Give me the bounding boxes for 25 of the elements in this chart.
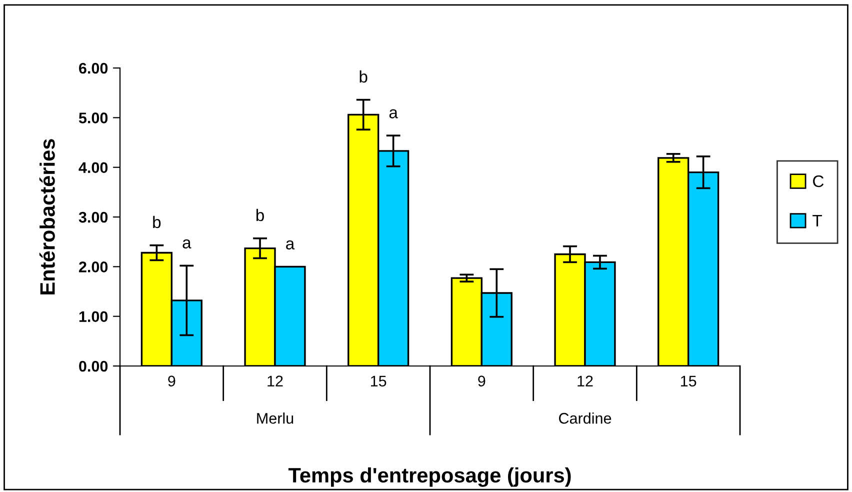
x-tick-label: 12 <box>268 376 283 386</box>
y-axis-title: Entérobactéries <box>39 139 55 294</box>
legend-label: T <box>812 214 822 226</box>
y-tick-label: 5.00 <box>78 112 108 124</box>
y-tick-label: 1.00 <box>79 311 108 322</box>
x-tick-label: 9 <box>478 376 486 386</box>
data-label: b <box>153 216 161 228</box>
text: Merlu <box>257 412 294 424</box>
y-tick-label: 3.00 <box>78 212 108 223</box>
data-label: a <box>389 109 398 118</box>
x-tick-label: 12 <box>578 376 593 386</box>
x-tick-label: 9 <box>168 376 176 386</box>
data-label: b <box>360 70 368 83</box>
y-tick-label: 6.00 <box>79 62 108 74</box>
x-axis-title: Temps d'entreposage (jours) <box>288 467 571 487</box>
text: Cardine <box>559 412 612 424</box>
y-tick-label: 0.00 <box>79 360 108 372</box>
x-tick-label: 15 <box>371 376 386 386</box>
data-label: a <box>286 240 295 250</box>
y-tick-label: 4.00 <box>78 162 108 174</box>
data-label: b <box>256 208 264 222</box>
y-tick-label: 2.00 <box>78 262 108 272</box>
data-label: a <box>182 239 192 248</box>
x-tick-label: 15 <box>681 376 696 386</box>
legend-label: C <box>813 175 824 188</box>
